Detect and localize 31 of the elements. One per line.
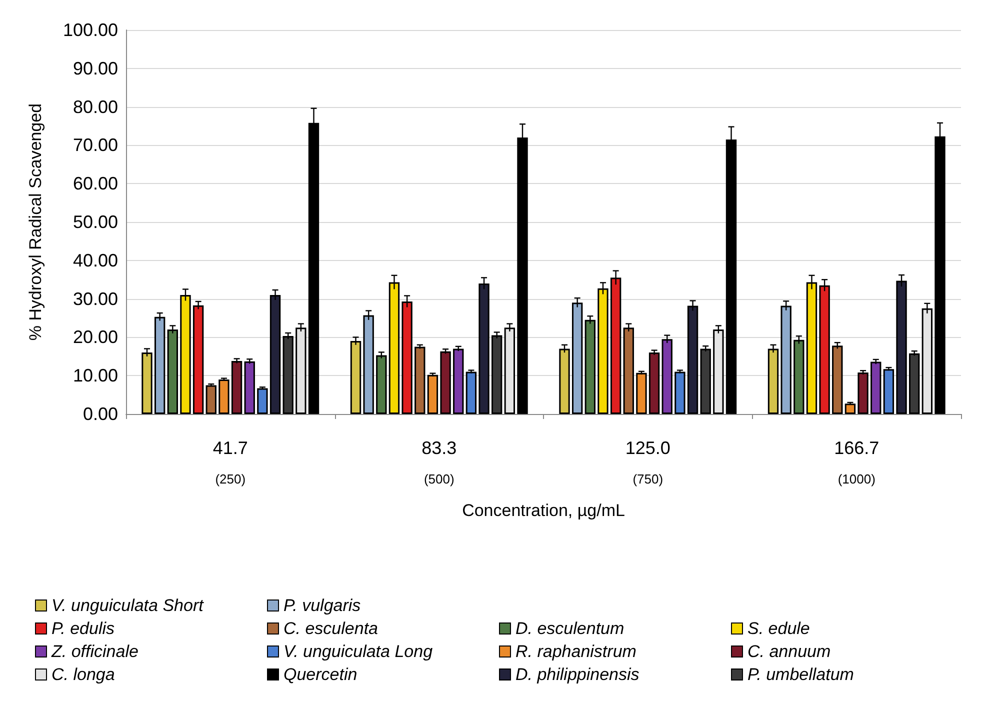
y-tick-label: 70.00	[72, 135, 118, 156]
y-tick-label: 90.00	[72, 58, 118, 78]
legend-label: S. edule	[748, 619, 810, 638]
y-tick-label: 0.00	[82, 404, 118, 424]
y-axis-title: % Hydroxyl Radical Scavenged	[26, 103, 45, 341]
y-tick-label: 40.00	[72, 250, 118, 270]
legend-label: P. edulis	[52, 619, 116, 638]
legend-label: P. vulgaris	[284, 596, 362, 615]
legend-label: D. philippinensis	[516, 665, 640, 684]
legend-label: Quercetin	[284, 665, 358, 684]
legend-label: Z. officinale	[50, 642, 138, 661]
y-tick-label: 100.00	[62, 20, 118, 40]
x-tick-label: 41.7 (250)	[212, 438, 248, 486]
legend-label: P. umbellatum	[748, 665, 854, 684]
legend-label: R. raphanistrum	[516, 642, 636, 661]
x-tick-label: 125.0 (750)	[625, 438, 670, 486]
y-tick-label: 50.00	[72, 212, 118, 232]
legend-label: C. annuum	[748, 642, 831, 661]
x-axis-title: Concentration, µg/mL	[462, 501, 625, 520]
legend-label: V. unguiculata Short	[52, 596, 205, 615]
legend-label: D. esculentum	[516, 619, 624, 638]
y-tick-label: 10.00	[72, 366, 118, 386]
y-tick-label: 30.00	[72, 288, 118, 309]
legend-label: C. longa	[52, 665, 115, 684]
legend-label: V. unguiculata Long	[284, 642, 434, 661]
x-tick-label: 166.7 (1000)	[834, 438, 880, 486]
y-tick-label: 20.00	[72, 327, 118, 348]
legend-label: C. esculenta	[284, 619, 378, 638]
x-tick-label: 83.3 (500)	[422, 438, 457, 486]
y-tick-label: 80.00	[72, 96, 118, 117]
y-tick-label: 60.00	[72, 174, 118, 194]
